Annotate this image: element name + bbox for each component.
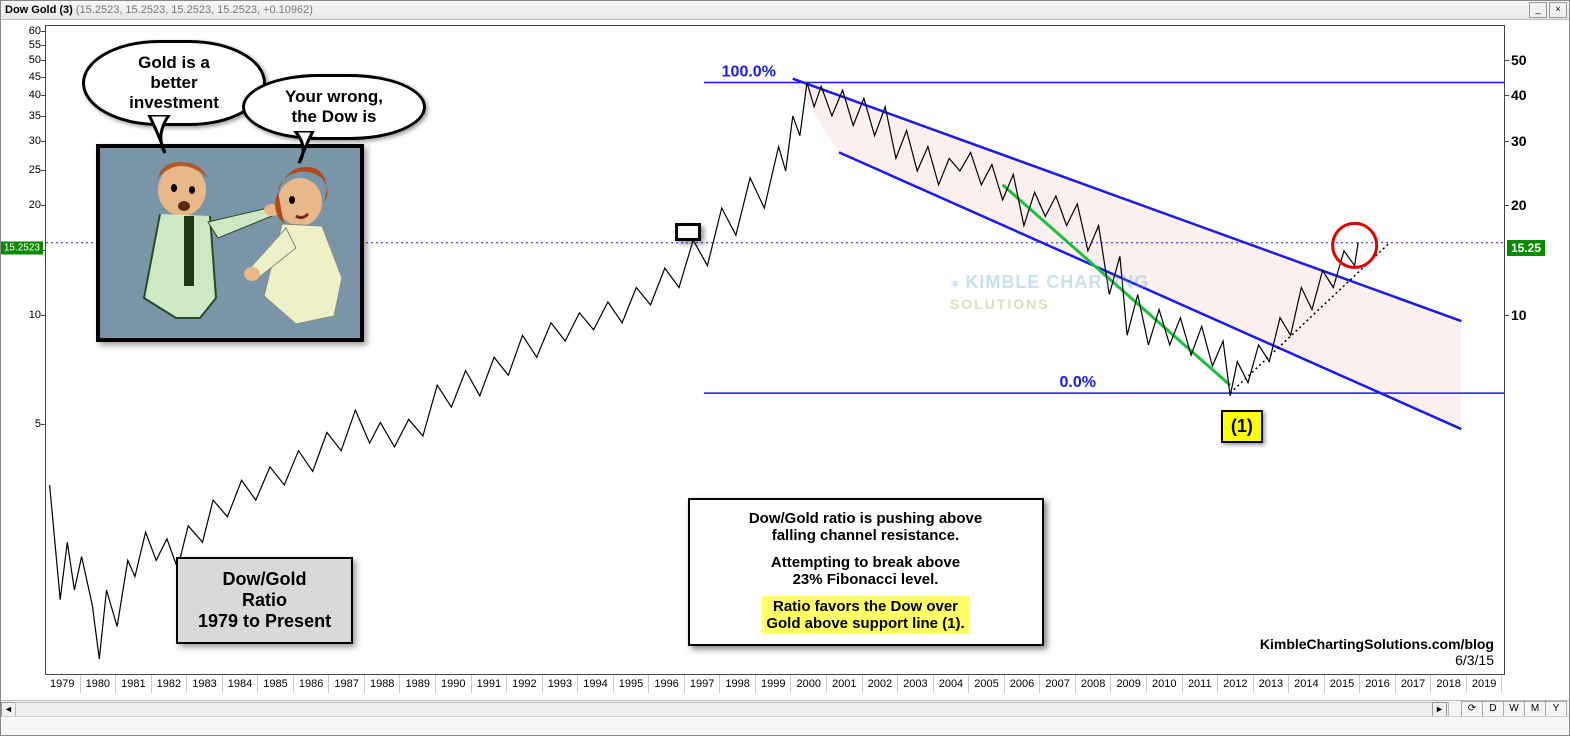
ytick-right: 10 [1511,307,1527,323]
xtick: 1988 [365,675,401,693]
xtick: 2009 [1111,675,1147,693]
xtick: 2017 [1396,675,1432,693]
ytick-left: 50 [29,54,41,66]
xtick: 1995 [614,675,650,693]
xtick: 1996 [649,675,685,693]
cartoon-panel [96,144,364,342]
xtick: 1986 [294,675,330,693]
chart-plot[interactable]: 100.0%0.0% ✶ KIMBLE CHARTING SOLUTIONS [45,25,1505,675]
ytick-left: 55 [29,39,41,51]
xtick: 2006 [1005,675,1041,693]
title-ohlc: (15.2523, 15.2523, 15.2523, 15.2523, +0.… [76,4,313,16]
xtick: 2014 [1289,675,1325,693]
xtick: 2012 [1218,675,1254,693]
scroll-right-button[interactable]: ► [1432,702,1447,717]
ytick-left: 25 [29,164,41,176]
xtick: 1997 [685,675,721,693]
xtick: 2018 [1431,675,1467,693]
speech-bubble-dow: Your wrong, the Dow is [242,74,426,140]
y-axis-right: 10 20 30 40 50 15.25 [1505,25,1569,675]
xtick: 2007 [1040,675,1076,693]
xtick: 2008 [1076,675,1112,693]
xtick: 1989 [400,675,436,693]
status-bar [1,716,1569,735]
price-badge-left: 15.2523 [1,241,43,254]
ytick-left: 40 [29,89,41,101]
scroll-track[interactable] [15,702,1449,717]
chart-window: Dow Gold (3) (15.2523, 15.2523, 15.2523,… [0,0,1570,736]
xtick: 2004 [934,675,970,693]
analysis-box: Dow/Gold ratio is pushing above falling … [688,498,1044,646]
y-axis-left: 5101520253035404550556015.2523 [1,25,45,675]
ytick-left: 45 [29,71,41,83]
xtick: 1979 [45,675,81,693]
ytick-left: 10 [29,309,41,321]
ytick-right: 30 [1511,133,1527,149]
xtick: 1981 [116,675,152,693]
xtick: 1982 [152,675,188,693]
scroll-left-button[interactable]: ◄ [1,702,16,717]
fib-23-label-box [675,223,701,241]
xtick: 2003 [898,675,934,693]
marker-1: (1) [1221,410,1263,443]
xtick: 2013 [1254,675,1290,693]
xtick: 1992 [507,675,543,693]
xtick: 1991 [472,675,508,693]
chart-area: 5101520253035404550556015.2523 102030405… [1,19,1569,701]
ytick-left: 35 [29,110,41,122]
x-axis: 1979198019811982198319841985198619871988… [45,674,1505,701]
chart-title-box: Dow/Gold Ratio 1979 to Present [176,557,353,644]
svg-text:0.0%: 0.0% [1059,374,1095,391]
xtick: 1999 [756,675,792,693]
xtick: 1990 [436,675,472,693]
xtick: 2010 [1147,675,1183,693]
xtick: 2011 [1183,675,1219,693]
scrollbar-footer: ◄ ► ⟳DWMY [1,700,1569,717]
xtick: 2000 [791,675,827,693]
xtick: 1983 [187,675,223,693]
ytick-right: 40 [1511,87,1527,103]
xtick: 2001 [827,675,863,693]
xtick: 1993 [543,675,579,693]
xtick: 1998 [720,675,756,693]
xtick: 1987 [329,675,365,693]
xtick: 1980 [81,675,117,693]
svg-text:100.0%: 100.0% [722,63,776,80]
xtick: 2015 [1325,675,1361,693]
credit-text: KimbleChartingSolutions.com/blog 6/3/15 [1260,636,1494,668]
title-symbol: Dow Gold (3) [5,4,73,16]
ytick-left: 60 [29,25,41,37]
xtick: 1984 [223,675,259,693]
price-badge-right: 15.25 [1507,240,1545,256]
ytick-right: 50 [1511,52,1527,68]
ytick-left: 30 [29,135,41,147]
xtick: 2016 [1360,675,1396,693]
speech-bubble-gold: Gold is a better investment [82,40,266,126]
ytick-left: 20 [29,199,41,211]
xtick: 1994 [578,675,614,693]
minimize-button[interactable]: _ [1529,2,1547,18]
xtick: 1985 [258,675,294,693]
close-button[interactable]: × [1549,2,1567,18]
xtick: 2002 [863,675,899,693]
ytick-right: 20 [1511,197,1527,213]
window-titlebar: Dow Gold (3) (15.2523, 15.2523, 15.2523,… [1,1,1569,20]
xtick: 2005 [969,675,1005,693]
xtick: 2019 [1467,675,1503,693]
